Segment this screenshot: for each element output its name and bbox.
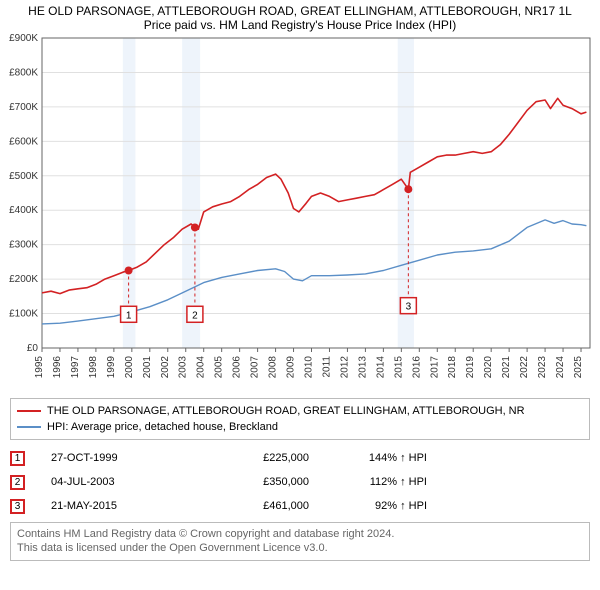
svg-text:£500K: £500K: [9, 171, 38, 182]
svg-text:2006: 2006: [232, 356, 243, 379]
svg-text:£300K: £300K: [9, 240, 38, 251]
svg-text:1998: 1998: [88, 356, 99, 379]
svg-text:£0: £0: [27, 343, 39, 354]
legend-label-subject: THE OLD PARSONAGE, ATTLEBOROUGH ROAD, GR…: [47, 405, 525, 417]
chart-title-sub: Price paid vs. HM Land Registry's House …: [0, 18, 600, 34]
legend-swatch-subject: [17, 410, 41, 412]
transaction-hpi: 144% ↑ HPI: [317, 452, 427, 464]
svg-text:2004: 2004: [196, 356, 207, 379]
legend-label-hpi: HPI: Average price, detached house, Brec…: [47, 421, 278, 433]
chart-legend: THE OLD PARSONAGE, ATTLEBOROUGH ROAD, GR…: [10, 398, 590, 440]
svg-text:2015: 2015: [393, 356, 404, 379]
svg-text:2008: 2008: [268, 356, 279, 379]
transaction-row: 1 27-OCT-1999 £225,000 144% ↑ HPI: [10, 446, 590, 470]
chart-titles: HE OLD PARSONAGE, ATTLEBOROUGH ROAD, GRE…: [0, 0, 600, 34]
svg-text:2003: 2003: [178, 356, 189, 379]
transaction-price: £225,000: [209, 452, 309, 464]
svg-text:1999: 1999: [106, 356, 117, 379]
svg-text:2019: 2019: [465, 356, 476, 379]
svg-text:2024: 2024: [555, 356, 566, 379]
svg-text:2023: 2023: [537, 356, 548, 379]
legend-swatch-hpi: [17, 426, 41, 428]
svg-text:£800K: £800K: [9, 67, 38, 78]
svg-text:2011: 2011: [321, 356, 332, 378]
footer-line: This data is licensed under the Open Gov…: [17, 541, 583, 555]
chart-title-main: HE OLD PARSONAGE, ATTLEBOROUGH ROAD, GRE…: [0, 0, 600, 18]
svg-text:2009: 2009: [286, 356, 297, 379]
transaction-marker: 1: [10, 451, 25, 466]
transaction-date: 27-OCT-1999: [33, 452, 201, 464]
svg-text:2020: 2020: [483, 356, 494, 379]
svg-text:2018: 2018: [447, 356, 458, 379]
legend-row-subject: THE OLD PARSONAGE, ATTLEBOROUGH ROAD, GR…: [17, 403, 583, 419]
svg-text:1: 1: [126, 310, 132, 321]
svg-text:2013: 2013: [357, 356, 368, 379]
svg-text:2012: 2012: [339, 356, 350, 379]
transaction-price: £350,000: [209, 476, 309, 488]
transaction-price: £461,000: [209, 500, 309, 512]
transaction-date: 04-JUL-2003: [33, 476, 201, 488]
svg-text:2002: 2002: [160, 356, 171, 379]
svg-text:2007: 2007: [250, 356, 261, 379]
svg-text:£400K: £400K: [9, 205, 38, 216]
svg-text:£700K: £700K: [9, 102, 38, 113]
transaction-marker: 2: [10, 475, 25, 490]
transaction-hpi: 92% ↑ HPI: [317, 500, 427, 512]
price-chart: £0 £100K £200K £300K £400K £500K £600K £700K £80…: [0, 34, 600, 394]
svg-text:2022: 2022: [519, 356, 530, 379]
svg-text:1996: 1996: [52, 356, 63, 379]
svg-text:2017: 2017: [429, 356, 440, 379]
svg-text:2010: 2010: [304, 356, 315, 379]
svg-text:2021: 2021: [501, 356, 512, 379]
svg-text:2005: 2005: [214, 356, 225, 379]
svg-text:£600K: £600K: [9, 136, 38, 147]
svg-text:1997: 1997: [70, 356, 81, 379]
svg-text:3: 3: [406, 302, 412, 313]
svg-text:2025: 2025: [573, 356, 584, 379]
svg-text:2014: 2014: [375, 356, 386, 379]
transaction-row: 2 04-JUL-2003 £350,000 112% ↑ HPI: [10, 470, 590, 494]
svg-text:£900K: £900K: [9, 34, 38, 44]
transaction-marker: 3: [10, 499, 25, 514]
svg-text:2: 2: [192, 310, 198, 321]
footer-line: Contains HM Land Registry data © Crown c…: [17, 527, 583, 541]
transaction-date: 21-MAY-2015: [33, 500, 201, 512]
chart-svg: £0 £100K £200K £300K £400K £500K £600K £700K £80…: [0, 34, 600, 394]
svg-text:2000: 2000: [124, 356, 135, 379]
legend-row-hpi: HPI: Average price, detached house, Brec…: [17, 419, 583, 435]
transaction-hpi: 112% ↑ HPI: [317, 476, 427, 488]
svg-text:1995: 1995: [34, 356, 45, 379]
svg-text:£200K: £200K: [9, 274, 38, 285]
svg-text:£100K: £100K: [9, 309, 38, 320]
chart-footer: Contains HM Land Registry data © Crown c…: [10, 522, 590, 561]
svg-text:2001: 2001: [142, 356, 153, 379]
transaction-row: 3 21-MAY-2015 £461,000 92% ↑ HPI: [10, 494, 590, 518]
transactions-table: 1 27-OCT-1999 £225,000 144% ↑ HPI 2 04-J…: [10, 446, 590, 518]
svg-text:2016: 2016: [411, 356, 422, 379]
